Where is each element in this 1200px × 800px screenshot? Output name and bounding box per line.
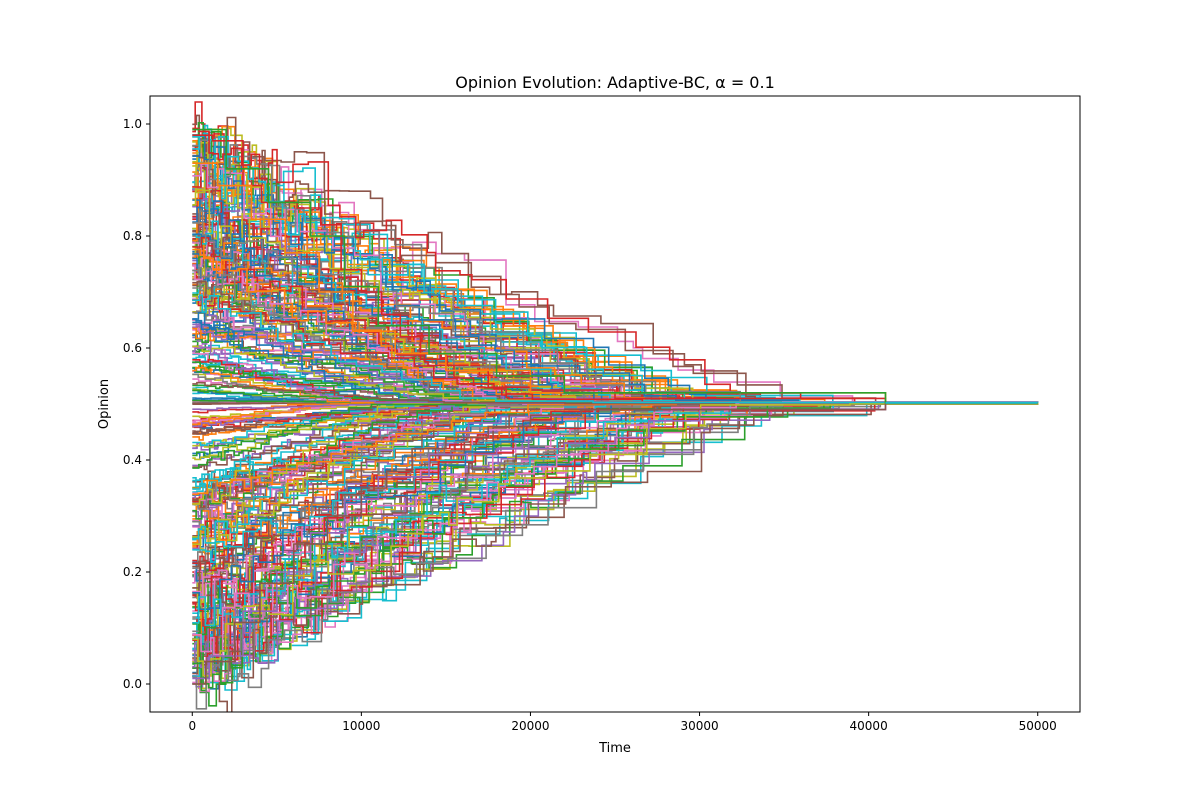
- series-line-222: [192, 361, 1039, 403]
- y-tick-label: 0.8: [123, 229, 142, 243]
- series-line-239: [192, 401, 1039, 481]
- series-line-219: [192, 401, 1039, 446]
- series-line-278: [192, 345, 1039, 404]
- y-axis: 0.0 0.2 0.4 0.6 0.8 1.0: [123, 117, 150, 691]
- series-line-293: [192, 127, 1039, 404]
- series-line-250: [192, 328, 1039, 405]
- series-line-269: [192, 401, 1039, 563]
- chart-title: Opinion Evolution: Adaptive-BC, α = 0.1: [455, 73, 775, 92]
- series-line-166: [192, 402, 1038, 589]
- series-line-264: [192, 323, 1039, 403]
- x-tick-label: 20000: [511, 719, 549, 733]
- series-line-263: [192, 237, 1039, 405]
- series-line-291: [192, 401, 1039, 496]
- series-line-295: [192, 381, 1039, 405]
- series-line-266: [192, 401, 1039, 598]
- series-line-221: [192, 401, 1039, 426]
- x-tick-label: 30000: [680, 719, 718, 733]
- x-tick-label: 0: [188, 719, 196, 733]
- series-line-280: [192, 402, 1039, 610]
- series-line-287: [192, 401, 1039, 510]
- series-line-240: [192, 135, 1039, 404]
- series-line-211: [192, 401, 1039, 555]
- series-line-230: [192, 206, 1039, 404]
- series-line-281: [192, 248, 1039, 403]
- y-tick-label: 0.6: [123, 341, 142, 355]
- y-tick-label: 0.2: [123, 565, 142, 579]
- series-line-85: [192, 114, 1039, 403]
- series-line-245: [192, 401, 1039, 589]
- series-line-298: [192, 402, 1039, 677]
- series-line-192: [192, 402, 1039, 692]
- series-line-292: [192, 401, 1039, 469]
- series-line-203: [192, 167, 1039, 404]
- series-line-279: [192, 401, 1039, 544]
- series-line-248: [192, 295, 1039, 404]
- series-line-228: [192, 267, 1039, 405]
- series-line-290: [192, 318, 1039, 404]
- y-tick-label: 0.4: [123, 453, 142, 467]
- series-line-297: [192, 210, 1039, 404]
- series-line-58: [192, 127, 1039, 403]
- y-axis-label: Opinion: [97, 379, 112, 429]
- series-line-271: [192, 367, 1039, 404]
- series-line-outer-4: [192, 128, 1038, 404]
- series-line-268: [192, 401, 1039, 545]
- x-axis: 0 10000 20000 30000 40000 50000: [188, 712, 1057, 733]
- x-axis-label: Time: [598, 741, 631, 756]
- series-line-145: [192, 401, 1039, 405]
- series-line-235: [192, 402, 1039, 471]
- series-line-296: [192, 401, 1039, 656]
- series-line-outer-2: [192, 402, 1038, 685]
- series-line-283: [192, 296, 1039, 404]
- x-tick-label: 50000: [1019, 719, 1057, 733]
- series-line-299: [192, 294, 1039, 404]
- series-line-289: [192, 401, 1039, 627]
- series-line-259: [192, 220, 1039, 405]
- series-line-225: [192, 401, 1039, 679]
- x-tick-label: 40000: [850, 719, 888, 733]
- plot-frame: [149, 95, 1081, 713]
- series-line-284: [192, 401, 1039, 428]
- series-line-273: [192, 402, 1039, 627]
- y-tick-label: 0.0: [123, 677, 142, 691]
- y-tick-label: 1.0: [123, 117, 142, 131]
- series-line-158: [192, 402, 1039, 448]
- series-line-247: [192, 139, 1039, 404]
- series-line-193: [192, 402, 1039, 661]
- series-line-255: [192, 402, 1039, 606]
- series-layer: [192, 101, 1039, 712]
- series-line-outer-3: [192, 162, 1038, 404]
- x-tick-label: 10000: [342, 719, 380, 733]
- series-line-294: [192, 346, 1039, 405]
- series-line-257: [192, 402, 1039, 710]
